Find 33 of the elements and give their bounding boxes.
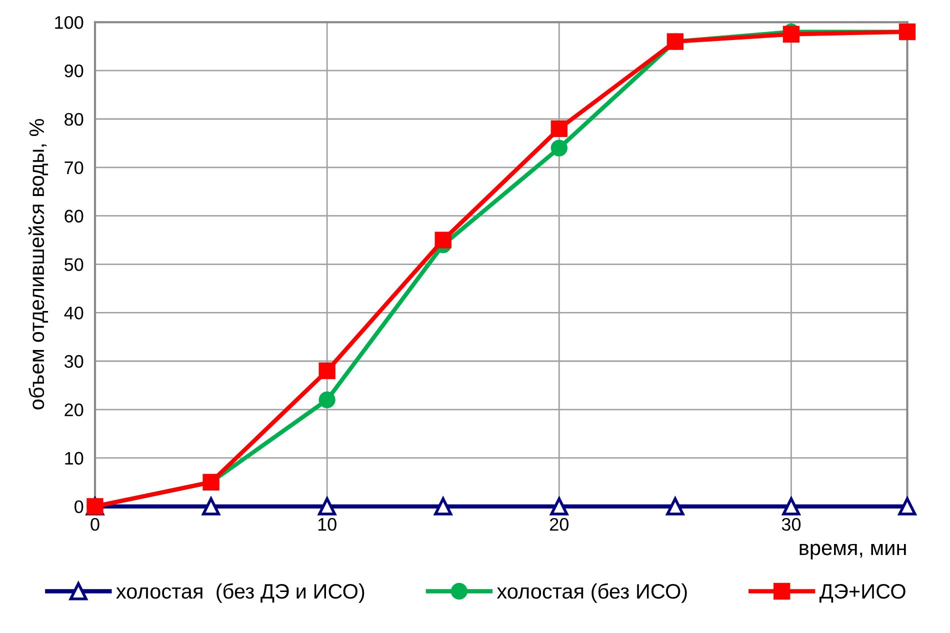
point: [666, 497, 684, 516]
legend-label: холостая (без ДЭ и ИСО): [116, 583, 364, 603]
legend-label: ДЭ+ИСО: [820, 584, 906, 603]
y-tick-label: 30: [64, 355, 84, 368]
point: [550, 120, 568, 138]
x-tick-label: 0: [90, 518, 100, 531]
y-tick-label: 10: [65, 452, 84, 465]
point: [434, 232, 452, 248]
x-tick-label: 30: [782, 518, 801, 531]
point: [318, 392, 336, 408]
point: [202, 497, 220, 516]
y-tick-label: 50: [64, 258, 84, 271]
y-tick-label: 40: [64, 306, 84, 320]
point: [898, 497, 916, 516]
y-tick-label: 80: [64, 112, 84, 126]
y-tick-label: 0: [74, 500, 84, 514]
y-tick-label: 20: [64, 403, 84, 416]
x-axis-title: время, мин: [800, 544, 906, 560]
y-tick-label: 100: [55, 16, 84, 29]
x-tick-label: 10: [318, 518, 336, 531]
y-axis-title: объем отделившейся воды, %: [28, 119, 48, 410]
point: [318, 497, 336, 516]
y-tick-label: 70: [64, 161, 84, 174]
point: [550, 497, 568, 516]
x-tick-label: 20: [550, 518, 568, 531]
point: [550, 140, 568, 156]
y-tick-label: 90: [64, 64, 84, 78]
point: [782, 26, 800, 43]
legend-label: холостая (без ИСО): [496, 583, 687, 603]
point: [434, 497, 452, 516]
point: [318, 362, 336, 380]
point: [782, 497, 800, 516]
y-tick-label: 60: [64, 210, 84, 223]
